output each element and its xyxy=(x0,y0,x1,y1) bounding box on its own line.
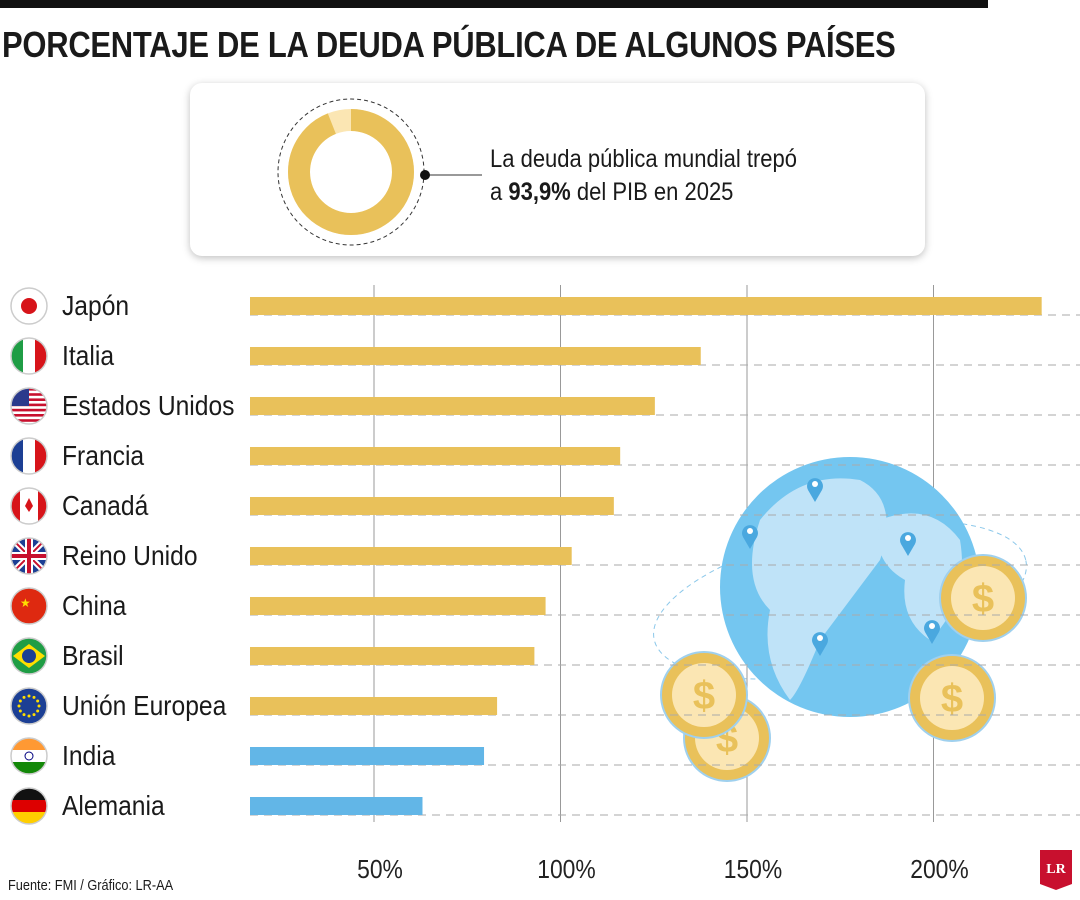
donut-chart xyxy=(277,98,482,246)
bar-estados-unidos xyxy=(250,397,655,415)
bar-canadá xyxy=(250,497,614,515)
svg-text:★: ★ xyxy=(20,596,31,610)
svg-text:LR: LR xyxy=(1046,862,1066,877)
category-label: Estados Unidos xyxy=(62,390,234,422)
category-label: Francia xyxy=(62,440,144,472)
map-pin-dot xyxy=(929,623,935,629)
highlight-text: La deuda pública mundial trepó a 93,9% d… xyxy=(490,143,797,209)
eu-flag-icon xyxy=(10,687,48,725)
bar-japón xyxy=(250,297,1042,315)
bar-india xyxy=(250,747,485,765)
highlight-value: 93,9% xyxy=(508,178,571,206)
continent-shape xyxy=(752,478,887,700)
india-flag-icon xyxy=(10,737,48,775)
highlight-prefix: a xyxy=(490,178,509,206)
map-pin-icon xyxy=(899,532,916,556)
top-rule xyxy=(0,0,988,8)
bar-italia xyxy=(250,347,701,365)
canada-flag-icon xyxy=(10,487,48,525)
bar-alemania xyxy=(250,797,423,815)
highlight-suffix: del PIB en 2025 xyxy=(570,178,734,206)
category-label: Japón xyxy=(62,290,129,322)
orbit-ring xyxy=(653,520,1027,680)
map-pin-dot xyxy=(817,635,823,641)
italy-flag-icon xyxy=(10,337,48,375)
dollar-icon: $ xyxy=(693,674,715,718)
bar-china xyxy=(250,597,546,615)
bar-unión-europea xyxy=(250,697,498,715)
category-label: Italia xyxy=(62,340,114,372)
map-pin-icon xyxy=(741,525,758,549)
map-pin-icon xyxy=(924,620,940,644)
dollar-icon: $ xyxy=(972,577,994,621)
x-tick-label: 150% xyxy=(724,856,782,885)
category-label: Alemania xyxy=(62,790,165,822)
callout-dot xyxy=(420,170,430,180)
category-label: India xyxy=(62,740,116,772)
germany-flag-icon xyxy=(10,787,48,825)
category-label: Brasil xyxy=(62,640,124,672)
category-label: Reino Unido xyxy=(62,540,198,572)
map-pin-icon xyxy=(812,632,828,656)
bar-francia xyxy=(250,447,621,465)
coin-face xyxy=(920,666,984,730)
bar-reino-unido xyxy=(250,547,572,565)
japan-flag-icon xyxy=(10,287,48,325)
dollar-icon: $ xyxy=(941,677,963,721)
x-tick-label: 200% xyxy=(910,856,968,885)
donut-value-segment xyxy=(288,109,414,235)
map-pin-dot xyxy=(812,481,818,487)
category-label: China xyxy=(62,590,127,622)
x-tick-label: 100% xyxy=(537,856,595,885)
map-pin-dot xyxy=(747,528,753,534)
map-pin-dot xyxy=(905,535,911,541)
brazil-flag-icon xyxy=(10,637,48,675)
map-pin-icon xyxy=(806,478,823,502)
usa-flag-icon xyxy=(10,387,48,425)
uk-flag-icon xyxy=(10,537,48,575)
category-label: Unión Europea xyxy=(62,690,227,722)
category-label: Canadá xyxy=(62,490,149,522)
france-flag-icon xyxy=(10,437,48,475)
bar-brasil xyxy=(250,647,535,665)
source-note: Fuente: FMI / Gráfico: LR-AA xyxy=(8,877,174,894)
page-title: PORCENTAJE DE LA DEUDA PÚBLICA DE ALGUNO… xyxy=(2,24,896,65)
coin-face xyxy=(672,663,736,727)
lr-logo: LR xyxy=(1040,850,1072,890)
globe-coins-illustration: $$$$ xyxy=(653,457,1027,782)
highlight-card xyxy=(190,83,925,256)
x-tick-label: 50% xyxy=(357,856,403,885)
china-flag-icon: ★ xyxy=(10,587,48,625)
highlight-line1: La deuda pública mundial trepó xyxy=(490,145,798,173)
coin-face xyxy=(951,566,1015,630)
